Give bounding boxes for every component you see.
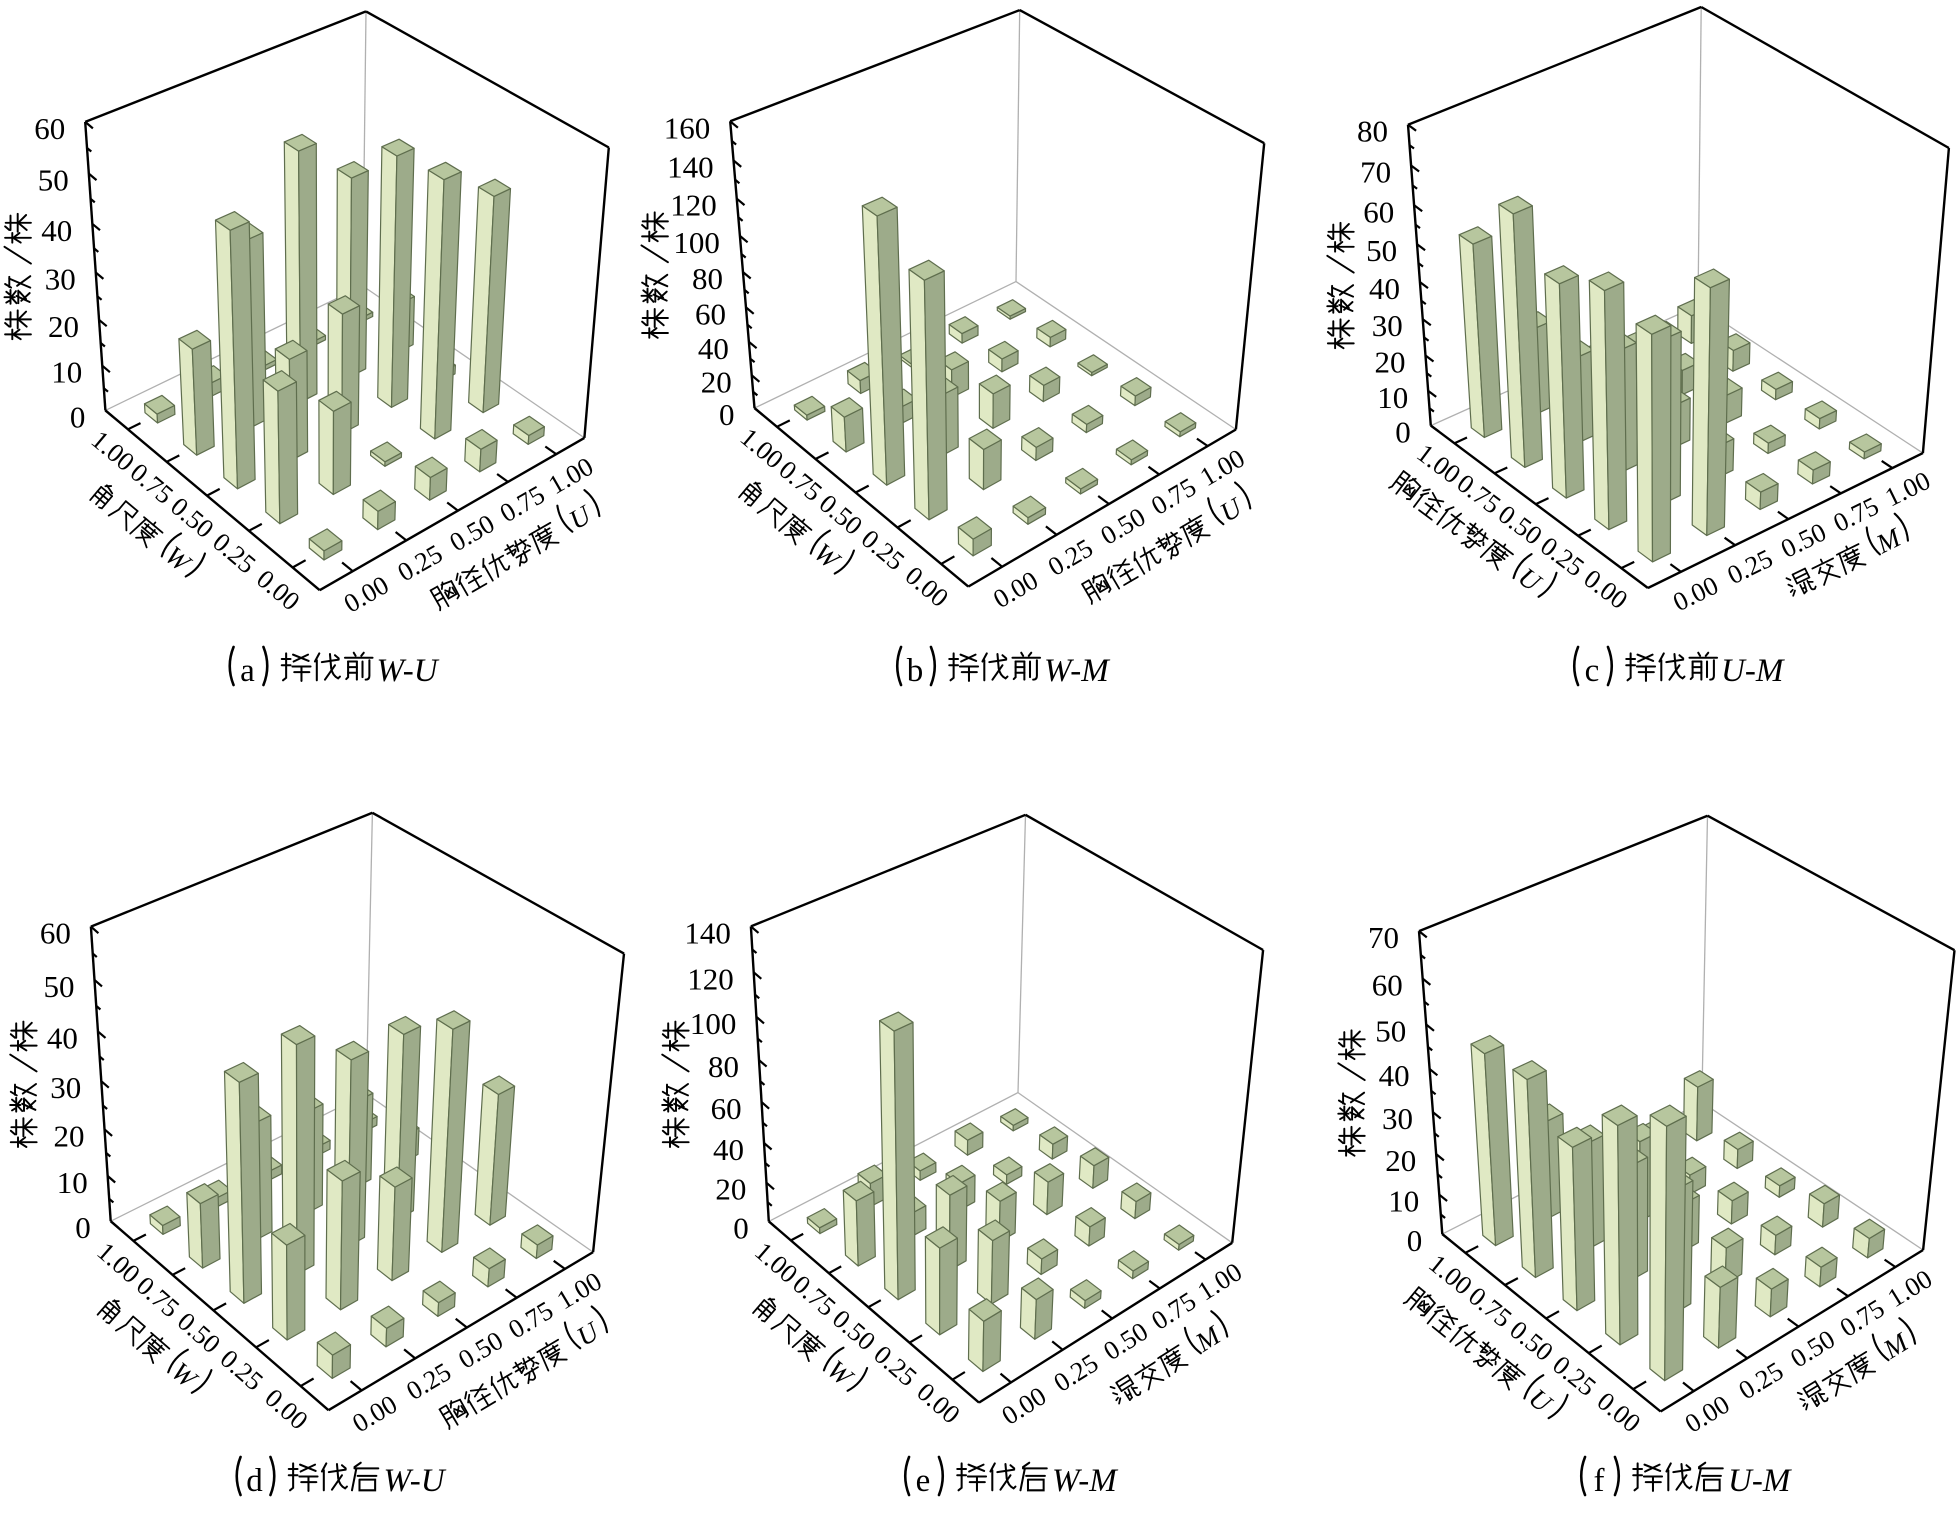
svg-text:0: 0 [719,397,735,432]
svg-text:f: f [1594,1463,1605,1499]
svg-text:U-M: U-M [1721,653,1785,689]
svg-text:140: 140 [667,150,714,185]
svg-text:120: 120 [670,188,717,223]
svg-text:50: 50 [1366,233,1397,268]
svg-text:60: 60 [34,111,65,146]
svg-text:U-M: U-M [1728,1463,1792,1499]
svg-text:40: 40 [41,213,72,248]
svg-text:60: 60 [695,296,726,331]
svg-text:120: 120 [687,961,734,996]
svg-text:W-U: W-U [377,653,440,689]
svg-text:160: 160 [664,110,711,145]
svg-text:50: 50 [38,163,69,198]
svg-text:0: 0 [1407,1223,1423,1258]
svg-text:d: d [246,1463,263,1499]
svg-text:30: 30 [1382,1101,1413,1136]
svg-text:80: 80 [1357,114,1388,149]
svg-text:W-M: W-M [1052,1463,1118,1499]
svg-text:W-M: W-M [1044,653,1110,689]
svg-text:20: 20 [715,1172,746,1207]
svg-text:40: 40 [1369,271,1400,306]
svg-text:10: 10 [1377,380,1408,415]
svg-text:10: 10 [57,1165,88,1200]
svg-text:50: 50 [1375,1014,1406,1049]
svg-text:60: 60 [711,1091,742,1126]
svg-text:c: c [1585,653,1600,689]
svg-text:b: b [907,653,924,689]
svg-text:a: a [240,653,255,689]
svg-text:40: 40 [698,331,729,366]
svg-text:80: 80 [708,1049,739,1084]
svg-text:20: 20 [1375,345,1406,380]
svg-text:40: 40 [1379,1058,1410,1093]
svg-text:0: 0 [75,1210,91,1245]
svg-text:100: 100 [690,1006,737,1041]
svg-text:60: 60 [1363,194,1394,229]
svg-text:20: 20 [701,364,732,399]
svg-text:20: 20 [1385,1143,1416,1178]
svg-text:30: 30 [1372,308,1403,343]
svg-text:0: 0 [1395,415,1411,450]
svg-text:0: 0 [733,1210,749,1245]
svg-text:20: 20 [54,1118,85,1153]
svg-text:60: 60 [40,916,71,951]
svg-text:70: 70 [1368,920,1399,955]
svg-text:50: 50 [44,969,75,1004]
svg-text:0: 0 [70,399,86,434]
svg-text:80: 80 [692,261,723,296]
svg-text:140: 140 [684,915,731,950]
svg-text:20: 20 [48,309,79,344]
svg-text:e: e [916,1463,931,1499]
svg-text:70: 70 [1360,155,1391,190]
svg-text:30: 30 [45,262,76,297]
svg-text:100: 100 [673,225,720,260]
svg-text:W-U: W-U [384,1463,447,1499]
svg-text:30: 30 [50,1070,81,1105]
svg-text:60: 60 [1372,968,1403,1003]
svg-text:10: 10 [1388,1184,1419,1219]
svg-text:40: 40 [47,1020,78,1055]
svg-text:40: 40 [713,1132,744,1167]
svg-text:10: 10 [51,355,82,390]
